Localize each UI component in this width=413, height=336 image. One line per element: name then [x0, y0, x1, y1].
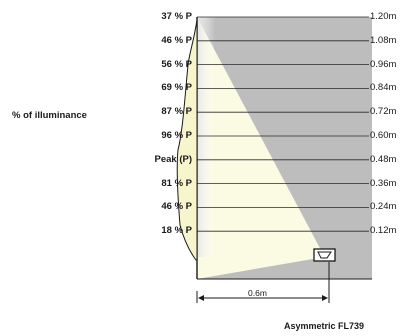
illuminance-curve [176, 19, 198, 261]
percent-label: 87 % P [161, 106, 192, 118]
distance-label: 0.12m [370, 225, 397, 237]
distance-label: 0.60m [370, 130, 397, 141]
percent-label: 96 % P [161, 130, 192, 141]
percent-label: 37 % P [161, 11, 192, 22]
percent-label: Peak (P) [154, 153, 193, 165]
distance-label: 1.08m [370, 34, 397, 46]
diagram-caption: Asymmetric FL739 [284, 321, 365, 331]
percent-label: 46 % P [161, 34, 192, 46]
distance-label: 0.96m [370, 58, 397, 70]
span-dimension [196, 262, 330, 303]
percent-label: 18 % P [161, 225, 192, 237]
distance-label: 0.24m [370, 201, 397, 213]
percent-label: 56 % P [161, 58, 192, 70]
distance-label: 0.84m [370, 82, 397, 94]
distance-label: 0.72m [370, 106, 397, 118]
percent-label: 69 % P [161, 82, 192, 94]
percent-label: 81 % P [161, 177, 192, 189]
span-label: 0.6m [248, 288, 267, 298]
distance-gridlines [197, 16, 369, 232]
distance-label: 0.48m [370, 153, 397, 165]
wall-fade [197, 17, 215, 257]
light-beam [197, 17, 330, 279]
luminaire-fixture [313, 248, 336, 262]
percent-label: 46 % P [161, 201, 192, 213]
distance-label: 1.20m [370, 11, 397, 22]
side-label: % of illuminance [12, 110, 87, 121]
distance-label: 0.36m [370, 177, 397, 189]
